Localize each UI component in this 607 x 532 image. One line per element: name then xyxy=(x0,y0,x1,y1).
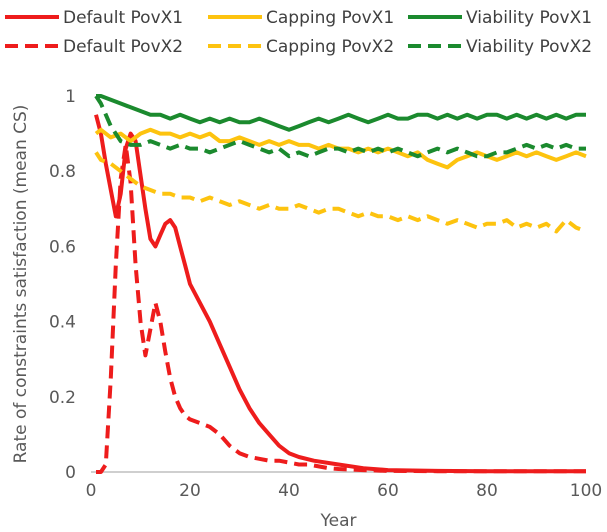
x-tick-label: 60 xyxy=(377,481,399,501)
legend-item: Viability PovX1 xyxy=(408,8,592,28)
series-line-viability-povx2 xyxy=(94,94,586,159)
legend-label: Viability PovX1 xyxy=(466,8,592,28)
y-tick-label: 0.4 xyxy=(49,313,76,333)
x-tick-label: 100 xyxy=(570,481,602,501)
series-layer xyxy=(94,94,587,474)
legend-label: Default PovX1 xyxy=(63,8,183,28)
y-tick-label: 0.6 xyxy=(49,237,76,257)
y-tick-label: 0 xyxy=(65,463,76,483)
series-line-viability-povx1 xyxy=(96,94,586,132)
legend-item: Viability PovX2 xyxy=(408,37,592,57)
legend-label: Viability PovX2 xyxy=(466,37,592,57)
legend-item: Capping PovX1 xyxy=(208,8,394,28)
x-tick-label: 40 xyxy=(278,481,300,501)
x-tick-label: 0 xyxy=(86,481,97,501)
plot-area xyxy=(91,94,587,474)
x-tick-label: 20 xyxy=(179,481,201,501)
x-tick-label: 80 xyxy=(476,481,498,501)
x-axis-title: Year xyxy=(320,511,357,531)
legend-label: Default PovX2 xyxy=(63,37,183,57)
series-line-default-povx1 xyxy=(94,114,586,474)
legend-item: Capping PovX2 xyxy=(208,37,394,57)
x-axis-ticks: 0 20 40 60 80 100 xyxy=(86,481,603,501)
legend-label: Capping PovX1 xyxy=(266,8,394,28)
y-axis-title: Rate of constraints satisfaction (mean C… xyxy=(11,105,31,464)
y-tick-label: 1 xyxy=(65,87,76,107)
legend: Default PovX1 Capping PovX1 Viability PovX… xyxy=(5,8,592,57)
y-axis-ticks: 0 0.2 0.4 0.6 0.8 1 xyxy=(49,87,76,483)
series-line-capping-povx2 xyxy=(94,151,587,234)
legend-item: Default PovX1 xyxy=(5,8,183,28)
y-tick-label: 0.8 xyxy=(49,162,76,182)
legend-label: Capping PovX2 xyxy=(266,37,394,57)
legend-item: Default PovX2 xyxy=(5,37,183,57)
y-tick-label: 0.2 xyxy=(49,388,76,408)
